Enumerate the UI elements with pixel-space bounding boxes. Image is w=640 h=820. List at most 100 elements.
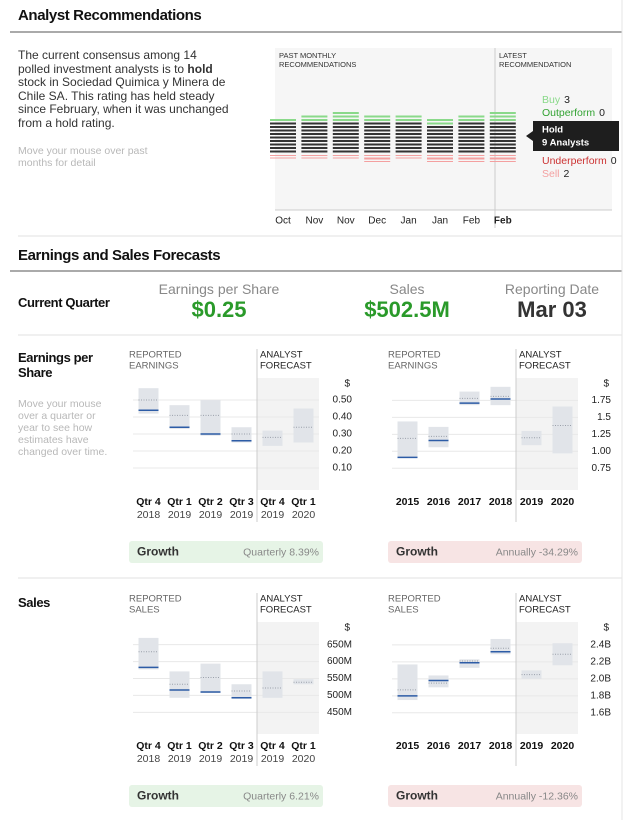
header-label: FORECAST [260, 361, 312, 372]
y-tick-label: 1.75 [592, 395, 612, 406]
plot-label: RECOMMENDATIONS [279, 60, 356, 69]
rec-segment [489, 122, 516, 154]
legend-label: Underperform [542, 155, 607, 167]
estimate-range [231, 427, 252, 443]
estimate-range [293, 679, 314, 685]
metric-name: Earnings per Share [158, 281, 280, 297]
x-tick-label: Qtr 2 [198, 740, 223, 752]
metric-name: Reporting Date [504, 281, 600, 297]
hold-badge [526, 121, 619, 151]
hint: Move your mouse over past months for det… [18, 145, 148, 169]
x-tick-year: 2019 [199, 509, 223, 521]
x-tick-year: 2019 [230, 509, 254, 521]
estimate-range [490, 638, 511, 655]
header-label: ANALYST [260, 594, 303, 605]
month-label: Dec [368, 216, 386, 227]
estimate-range [200, 400, 221, 436]
rec-segment [395, 115, 422, 123]
legend-label: Hold [542, 125, 563, 136]
x-tick-year: 2019 [261, 509, 285, 521]
estimate-range [262, 430, 283, 446]
x-tick-year: 2018 [137, 509, 161, 521]
rec-segment [489, 155, 516, 162]
legend-label: Sell [542, 168, 560, 180]
rec-segment [332, 112, 359, 123]
estimate-range [428, 675, 449, 688]
y-tick-label: 1.5 [597, 412, 611, 423]
growth-box [388, 785, 582, 807]
month-label: Nov [337, 216, 355, 227]
month-label: Feb [494, 216, 512, 227]
y-tick-label: 500M [327, 690, 352, 701]
unit-label: $ [344, 623, 350, 634]
growth-label: Growth [137, 789, 179, 803]
legend-value: 3 [564, 94, 570, 106]
x-tick-label: 2018 [489, 496, 513, 508]
section-title: Analyst Recommendations [18, 7, 202, 24]
estimate-range [138, 637, 159, 670]
legend-value: 0 [611, 155, 617, 167]
rec-segment [458, 122, 485, 154]
metric-name: Sales [389, 281, 425, 297]
estimate-range [262, 671, 283, 698]
header-label: EARNINGS [129, 361, 179, 372]
metric-value: Mar 03 [517, 297, 587, 322]
growth-value: Annually -12.36% [496, 790, 578, 802]
hint: Move your mouse over a quarter or year t… [18, 398, 108, 458]
rec-segment [364, 115, 391, 123]
header-label: ANALYST [519, 594, 562, 605]
x-tick-label: Qtr 3 [229, 740, 254, 752]
x-tick-label: 2015 [396, 740, 420, 752]
y-tick-label: 450M [327, 707, 352, 718]
rec-segment [270, 122, 296, 154]
legend-label: Buy [542, 94, 561, 106]
y-tick-label: 1.6B [590, 707, 611, 718]
rec-segment [395, 122, 422, 154]
x-tick-year: 2019 [168, 753, 192, 765]
header-label: ANALYST [519, 350, 562, 361]
rec-segment [427, 155, 453, 162]
rec-segment [332, 155, 359, 159]
header-label: FORECAST [260, 605, 312, 616]
x-tick-label: Qtr 4 [136, 496, 161, 508]
x-tick-year: 2019 [261, 753, 285, 765]
estimate-range [169, 405, 190, 429]
y-tick-label: 1.25 [592, 429, 612, 440]
x-tick-label: Qtr 1 [291, 496, 316, 508]
month-label: Jan [401, 216, 417, 227]
x-tick-label: 2017 [458, 740, 482, 752]
rec-segment [458, 115, 485, 123]
rec-segment [364, 155, 391, 162]
rec-segment [458, 155, 485, 162]
x-tick-label: 2018 [489, 740, 513, 752]
header-label: SALES [129, 605, 160, 616]
legend-label: Outperform [542, 107, 595, 119]
x-tick-label: Qtr 1 [291, 740, 316, 752]
row-label: Earnings per Share [18, 350, 93, 380]
growth-label: Growth [396, 545, 438, 559]
growth-value: Quarterly 6.21% [243, 790, 319, 802]
y-tick-label: 0.40 [333, 412, 353, 423]
metric-value: $502.5M [364, 297, 450, 322]
y-tick-label: 650M [327, 639, 352, 650]
y-tick-label: 550M [327, 673, 352, 684]
x-tick-label: 2015 [396, 496, 420, 508]
unit-label: $ [603, 623, 609, 634]
x-tick-label: Qtr 3 [229, 496, 254, 508]
x-tick-label: 2016 [427, 496, 451, 508]
x-tick-year: 2020 [292, 509, 316, 521]
x-tick-year: 2019 [230, 753, 254, 765]
plot-label: PAST MONTHLY [279, 51, 336, 60]
header-label: REPORTED [388, 350, 441, 361]
x-tick-label: 2019 [520, 740, 544, 752]
growth-value: Annually -34.29% [496, 546, 578, 558]
metric-value: $0.25 [191, 297, 247, 322]
unit-label: $ [603, 379, 609, 390]
estimate-range [293, 408, 314, 443]
plot-label: RECOMMENDATION [499, 60, 571, 69]
x-tick-year: 2020 [292, 753, 316, 765]
growth-value: Quarterly 8.39% [243, 546, 319, 558]
summary: The current consensus among 14 polled in… [18, 48, 230, 130]
growth-label: Growth [137, 545, 179, 559]
section-title: Earnings and Sales Forecasts [18, 247, 221, 264]
